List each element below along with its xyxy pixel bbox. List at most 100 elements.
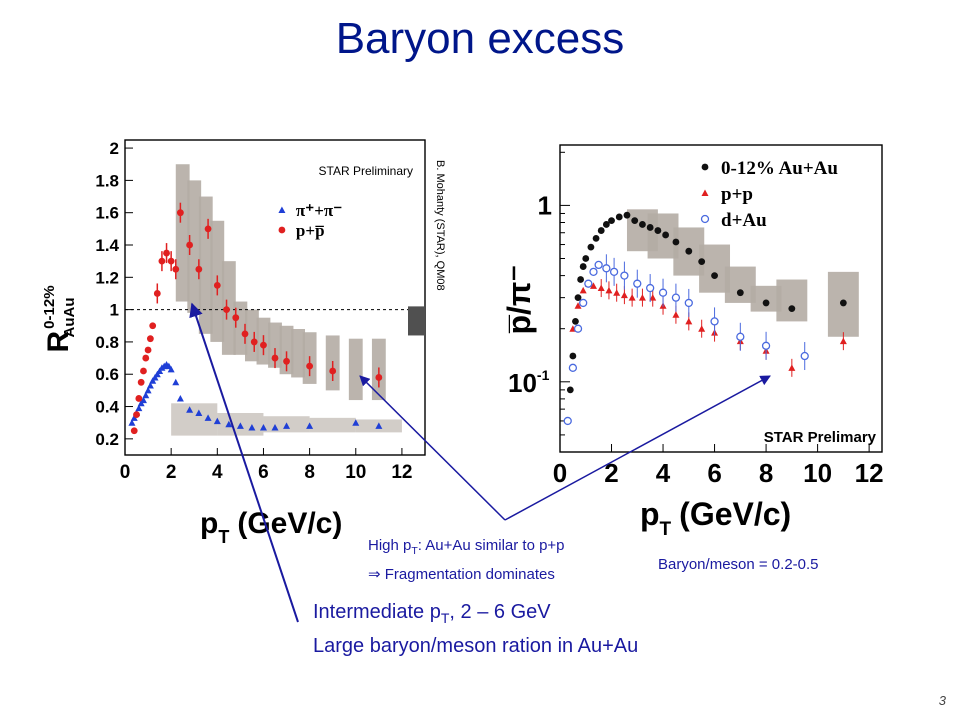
syst-band: [348, 338, 363, 401]
auau-point: [631, 217, 639, 225]
x-tick-label: 8: [304, 462, 315, 483]
proton-point: [204, 225, 212, 233]
proton-point: [172, 265, 180, 273]
proton-point: [329, 367, 337, 375]
legend-label-proton: p+p̅: [296, 221, 325, 240]
y-tick-label: 2: [110, 139, 119, 158]
y-tick-label: 1.6: [95, 204, 119, 223]
auau-point: [639, 221, 646, 228]
dau-point: [602, 264, 611, 273]
auau-point: [615, 213, 623, 221]
page-number: 3: [938, 693, 946, 708]
x-tick-label: 0: [120, 462, 131, 483]
y-tick-label: 1.2: [95, 268, 119, 287]
auau-point: [839, 299, 847, 307]
dau-point: [736, 332, 745, 341]
pion-point: [130, 414, 138, 421]
pion-point: [172, 378, 180, 386]
x-axis-label-unit: (GeV/c): [679, 496, 791, 532]
proton-point: [130, 427, 138, 435]
pion-point: [176, 394, 184, 402]
pp-point: [672, 311, 680, 318]
proton-point: [306, 362, 314, 370]
auau-point: [592, 235, 600, 242]
syst-band: [776, 279, 808, 322]
y-tick-label: 0.8: [95, 333, 119, 352]
x-tick-label: 2: [166, 462, 177, 483]
proton-point: [153, 290, 161, 297]
y-tick-label: 1.8: [95, 171, 119, 190]
y-tick-label-exp: 10-1: [508, 367, 550, 398]
proton-point: [144, 346, 152, 354]
x-tick-label: 8: [759, 458, 773, 488]
auau-point: [566, 386, 574, 394]
dau-point: [584, 279, 593, 288]
pion-point: [352, 419, 360, 426]
x-tick-label: 6: [707, 458, 721, 488]
dau-point: [658, 288, 668, 297]
auau-point: [711, 272, 718, 279]
dau-point: [671, 293, 681, 302]
proton-point: [186, 241, 194, 249]
y-axis-label: p̅/π⁻: [501, 265, 537, 335]
legend-marker: [701, 189, 709, 196]
pion-point: [142, 391, 150, 399]
y-tick-label: 0.4: [95, 398, 119, 417]
x-tick-label: 0: [553, 458, 567, 488]
x-axis-label-sub: T: [660, 519, 672, 540]
auau-point: [587, 243, 595, 251]
dau-point: [609, 267, 619, 277]
dau-point: [620, 271, 629, 280]
dau-point: [800, 351, 809, 361]
y-tick-label: 0.2: [95, 430, 119, 449]
y-axis-label-sup: 0-12%: [41, 285, 58, 328]
legend-marker: [701, 163, 709, 171]
x-tick-label: 12: [855, 458, 884, 488]
proton-point: [163, 249, 170, 257]
syst-band: [187, 180, 202, 313]
legend-marker-pion: [278, 206, 286, 213]
normalization-box: [408, 306, 425, 336]
pp-point: [839, 337, 847, 345]
dau-point: [594, 260, 603, 270]
auau-point: [602, 221, 610, 228]
note-intermediate-pt: Intermediate pT, 2 – 6 GeV Large baryon/…: [313, 601, 639, 657]
auau-point: [597, 227, 605, 234]
y-tick-label: 0.6: [95, 365, 119, 384]
pp-point: [698, 325, 706, 332]
auau-point: [698, 258, 706, 266]
pp-point: [628, 294, 636, 301]
pp-point: [574, 302, 582, 309]
pion-point: [144, 386, 152, 394]
legend-marker: [700, 214, 710, 224]
dau-point: [563, 416, 572, 426]
dau-point: [589, 267, 598, 277]
preliminary-label: STAR Prelimary: [764, 429, 877, 446]
dau-point: [633, 279, 642, 288]
y-tick-label: 1: [110, 301, 119, 320]
pion-point: [306, 422, 314, 429]
auau-point: [788, 305, 796, 313]
syst-band: [175, 164, 190, 302]
y-tick-exp-base: 10: [508, 368, 537, 398]
auau-point: [662, 231, 670, 239]
auau-point: [623, 211, 631, 219]
note-baryon-meson-ratio: Baryon/meson = 0.2-0.5: [658, 556, 819, 573]
pp-point: [788, 364, 796, 371]
auau-point: [579, 263, 587, 270]
pion-point: [139, 396, 147, 404]
auau-point: [762, 299, 770, 307]
proton-point: [167, 257, 175, 265]
auau-point: [672, 238, 680, 246]
auau-point: [685, 247, 693, 255]
auau-point: [577, 276, 585, 283]
proton-point: [137, 378, 145, 386]
auau-point: [574, 294, 582, 302]
note-high-pt: High pT: Au+Au similar to p+p ⇒ Fragment…: [368, 537, 565, 583]
pion-point: [146, 382, 154, 389]
proton-point: [158, 257, 166, 265]
proton-point: [135, 395, 143, 402]
pp-point: [605, 286, 613, 294]
x-tick-label: 10: [803, 458, 832, 488]
proton-point: [149, 322, 157, 330]
